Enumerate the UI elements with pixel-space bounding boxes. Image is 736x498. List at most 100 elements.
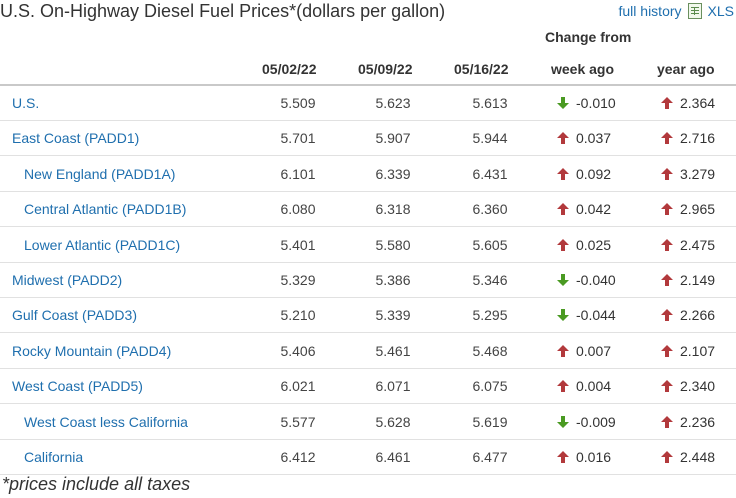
year-change-value: 2.716	[680, 130, 716, 147]
region-link[interactable]: Lower Atlantic (PADD1C)	[24, 236, 181, 253]
arrow-up-icon	[556, 379, 570, 393]
table-row: Central Atlantic (PADD1B) 6.080 6.318 6.360…	[0, 192, 736, 228]
header-change-from: Change from	[545, 29, 632, 45]
price-cell: 5.509	[280, 95, 316, 111]
price-cell: 6.412	[280, 449, 316, 465]
price-cell: 5.623	[375, 95, 411, 111]
price-cell: 5.619	[472, 413, 508, 430]
arrow-up-icon	[660, 238, 674, 252]
week-change-value: 0.037	[576, 130, 612, 147]
arrow-up-icon	[660, 308, 674, 322]
year-change-value: 2.107	[680, 342, 716, 359]
region-link[interactable]: Midwest (PADD2)	[12, 272, 123, 288]
header-year-ago: year ago	[657, 61, 715, 77]
year-change: 2.364	[660, 86, 715, 120]
year-change: 2.448	[660, 440, 715, 474]
year-change: 2.266	[660, 298, 715, 332]
price-cell: 6.431	[472, 165, 508, 182]
region-link[interactable]: West Coast less California	[24, 413, 188, 430]
price-cell: 6.360	[472, 201, 508, 218]
header-date-2: 05/09/22	[358, 61, 413, 77]
week-change: 0.025	[556, 228, 611, 262]
price-cell: 5.386	[375, 272, 411, 288]
region-link[interactable]: U.S.	[12, 95, 40, 111]
year-change: 2.965	[660, 192, 715, 226]
download-links: full history XLS	[618, 1, 734, 21]
week-change: 0.004	[556, 369, 611, 403]
arrow-up-icon	[556, 131, 570, 145]
year-change: 2.149	[660, 263, 715, 297]
xls-link[interactable]: XLS	[707, 3, 734, 19]
arrow-up-icon	[660, 96, 674, 110]
header-date-3: 05/16/22	[454, 61, 509, 77]
region-link[interactable]: California	[24, 449, 84, 465]
price-cell: 5.628	[375, 413, 411, 430]
year-change-value: 2.149	[680, 272, 716, 288]
arrow-up-icon	[660, 167, 674, 181]
arrow-up-icon	[556, 167, 570, 181]
region-link[interactable]: Rocky Mountain (PADD4)	[12, 342, 172, 359]
table-row: Rocky Mountain (PADD4) 5.406 5.461 5.468 0.0…	[0, 334, 736, 369]
price-cell: 5.339	[375, 307, 411, 324]
year-change-value: 2.236	[680, 413, 716, 430]
table-row: Gulf Coast (PADD3) 5.210 5.339 5.295 -0.044 2…	[0, 298, 736, 334]
table-row: Midwest (PADD2) 5.329 5.386 5.346 -0.040 2.14…	[0, 263, 736, 298]
year-change-value: 2.448	[680, 449, 716, 465]
price-cell: 5.701	[280, 130, 316, 147]
price-cell: 5.613	[472, 95, 508, 111]
year-change: 2.716	[660, 121, 715, 155]
price-cell: 5.346	[472, 272, 508, 288]
region-link[interactable]: West Coast (PADD5)	[12, 378, 143, 395]
price-cell: 5.944	[472, 130, 508, 147]
price-cell: 5.605	[472, 236, 508, 253]
table-row: New England (PADD1A) 6.101 6.339 6.431 0.092…	[0, 157, 736, 192]
price-cell: 5.295	[472, 307, 508, 324]
year-change-value: 3.279	[680, 165, 716, 182]
week-change-value: 0.004	[576, 378, 612, 395]
year-change-value: 2.340	[680, 378, 716, 395]
table-row: West Coast (PADD5) 6.021 6.071 6.075 0.004 2.…	[0, 369, 736, 405]
header-date-1: 05/02/22	[262, 61, 317, 77]
arrow-up-icon	[660, 450, 674, 464]
arrow-up-icon	[556, 238, 570, 252]
page-title: U.S. On-Highway Diesel Fuel Prices*(doll…	[0, 1, 446, 21]
week-change: -0.009	[556, 405, 616, 439]
week-change: 0.037	[556, 121, 611, 155]
week-change: 0.007	[556, 334, 611, 368]
price-cell: 5.580	[375, 236, 411, 253]
week-change-value: 0.016	[576, 449, 612, 465]
year-change: 3.279	[660, 157, 715, 191]
table-row: West Coast less California 5.577 5.628 5.61…	[0, 405, 736, 440]
week-change-value: 0.007	[576, 342, 612, 359]
region-link[interactable]: East Coast (PADD1)	[12, 130, 140, 147]
arrow-up-icon	[556, 344, 570, 358]
arrow-up-icon	[660, 202, 674, 216]
price-cell: 6.071	[375, 378, 411, 395]
arrow-up-icon	[660, 415, 674, 429]
full-history-link[interactable]: full history	[618, 3, 682, 19]
price-cell: 5.577	[280, 413, 316, 430]
price-cell: 6.080	[280, 201, 316, 218]
arrow-down-icon	[556, 308, 570, 322]
year-change-value: 2.364	[680, 95, 716, 111]
price-cell: 6.477	[472, 449, 508, 465]
region-link[interactable]: New England (PADD1A)	[24, 165, 176, 182]
spreadsheet-icon[interactable]	[687, 3, 702, 19]
arrow-up-icon	[556, 450, 570, 464]
price-cell: 5.468	[472, 342, 508, 359]
footnote: *prices include all taxes	[2, 474, 191, 494]
week-change-value: 0.042	[576, 201, 612, 218]
price-cell: 5.907	[375, 130, 411, 147]
region-link[interactable]: Gulf Coast (PADD3)	[12, 307, 137, 324]
week-change: -0.040	[556, 263, 616, 297]
year-change-value: 2.266	[680, 307, 716, 324]
price-cell: 5.329	[280, 272, 316, 288]
region-link[interactable]: Central Atlantic (PADD1B)	[24, 201, 187, 218]
arrow-up-icon	[660, 131, 674, 145]
arrow-down-icon	[556, 273, 570, 287]
table-row: East Coast (PADD1) 5.701 5.907 5.944 0.037 2.…	[0, 121, 736, 157]
week-change-value: -0.040	[576, 272, 616, 288]
week-change: -0.044	[556, 298, 616, 332]
week-change: 0.016	[556, 440, 611, 474]
price-cell: 6.075	[472, 378, 508, 395]
